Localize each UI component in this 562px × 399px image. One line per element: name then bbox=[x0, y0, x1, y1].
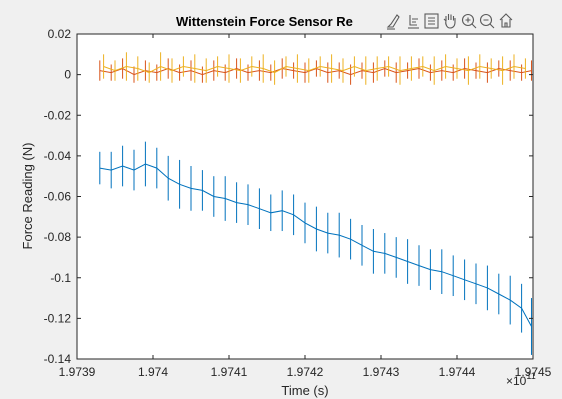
y-tick-label: -0.02 bbox=[44, 108, 72, 122]
y-tick-label: -0.08 bbox=[44, 230, 72, 244]
chart-title: Wittenstein Force Sensor Re bbox=[176, 14, 353, 29]
y-tick-label: -0.06 bbox=[44, 190, 72, 204]
x-axis-exponent: ×1011 bbox=[506, 371, 536, 388]
y-tick-label: -0.14 bbox=[44, 352, 72, 366]
y-axis-label: Force Reading (N) bbox=[20, 143, 35, 250]
x-tick-label: 1.9742 bbox=[287, 365, 324, 379]
y-tick-label: 0 bbox=[64, 68, 71, 82]
y-tick-label: 0.02 bbox=[48, 27, 72, 41]
axes-toolbar bbox=[382, 11, 562, 31]
x-tick-label: 1.9743 bbox=[363, 365, 400, 379]
y-tick-label: -0.1 bbox=[50, 271, 71, 285]
x-tick-label: 1.9739 bbox=[59, 365, 96, 379]
x-tick-label: 1.9744 bbox=[439, 365, 476, 379]
x-axis-exponent-power: 11 bbox=[526, 371, 535, 381]
y-tick-label: -0.04 bbox=[44, 149, 72, 163]
x-axis-exponent-base: ×10 bbox=[506, 374, 527, 388]
x-tick-label: 1.9741 bbox=[211, 365, 248, 379]
y-tick-label: -0.12 bbox=[44, 311, 72, 325]
x-tick-label: 1.974 bbox=[138, 365, 168, 379]
x-axis-label: Time (s) bbox=[281, 383, 328, 398]
